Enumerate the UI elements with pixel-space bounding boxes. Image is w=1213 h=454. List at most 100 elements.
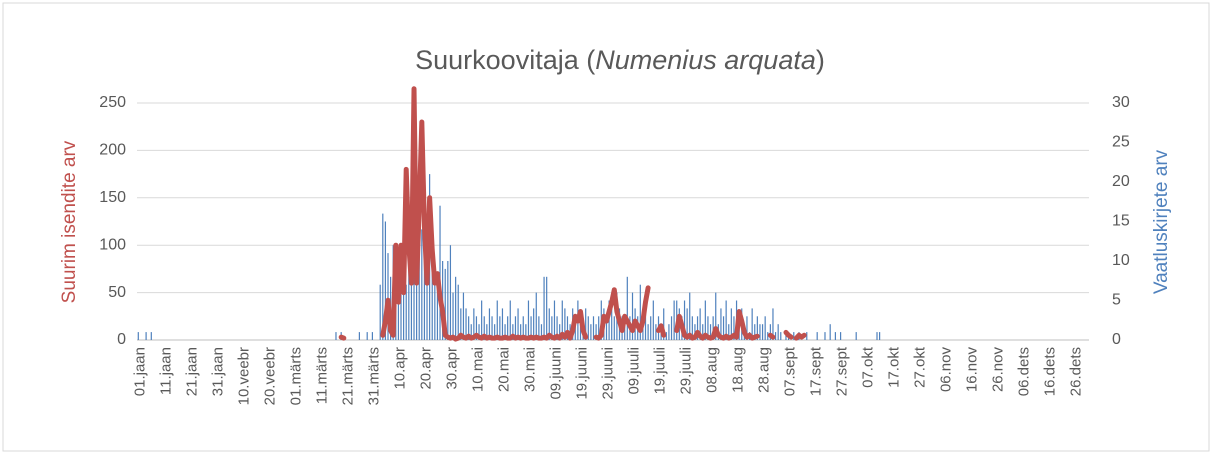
bar [382,213,384,340]
bar [769,324,771,340]
bar [416,237,418,340]
bar [652,300,654,340]
bar [585,308,587,340]
bar [839,332,842,340]
bar [486,324,488,340]
bar [150,332,152,340]
bar [371,332,373,340]
bar [647,324,649,340]
x-tick-label: 31.märts [365,347,382,405]
bar [553,300,556,340]
x-tick-label: 31.jaan [209,347,226,396]
bar [483,316,485,340]
bar [548,308,550,340]
bar [449,245,452,340]
title-part: Suurkoovitaja ( [415,45,595,75]
y-tick-label: 100 [99,236,126,253]
bar [587,316,589,340]
bar [436,276,439,340]
x-tick-label: 19.juuni [573,347,590,400]
bar [478,324,480,340]
bar [517,308,519,340]
bar [668,324,670,340]
y2-tick-label: 15 [1112,213,1130,230]
bar [431,245,433,340]
bar [639,284,641,340]
bar [764,316,766,340]
x-tick-label: 10.mai [469,347,486,392]
bar [501,308,504,340]
bar [530,316,532,340]
bar [709,324,712,340]
bar [722,316,725,340]
y2-tick-label: 0 [1112,331,1121,348]
y-tick-label: 150 [99,189,126,206]
bar [491,316,493,340]
y-tick-label: 250 [99,94,126,111]
bar [405,284,407,340]
x-tick-label: 18.aug [730,347,747,393]
x-tick-label: 17.okt [886,346,903,388]
bar [728,324,730,340]
bar [756,316,758,340]
x-tick-label: 07.sept [782,346,799,396]
x-tick-label: 19.juuli [651,347,668,395]
x-tick-label: 20.veebr [261,347,278,405]
x-tick-label: 26.nov [990,347,1007,393]
x-tick-label: 11.märts [313,347,330,404]
bar [754,324,756,340]
x-tick-label: 26.dets [1068,347,1085,396]
bar [595,324,597,340]
y-tick-label: 200 [99,142,126,159]
bar [455,276,457,340]
y2-tick-label: 10 [1112,252,1130,269]
bar [715,292,717,340]
bar [780,332,782,340]
bar [592,316,595,340]
bar [421,229,423,340]
x-tick-label: 09.juuni [547,347,564,400]
x-tick-label: 08.aug [704,347,721,393]
x-tick-label: 16.dets [1042,347,1059,396]
bar [538,316,540,340]
bar [650,316,652,340]
bar [816,332,818,340]
bar [774,332,777,340]
bar [689,292,691,340]
bar [673,300,675,340]
bar [543,276,545,340]
bar [725,300,727,340]
bar [507,316,509,340]
bar [546,276,548,340]
x-tick-label: 20.mai [495,347,512,392]
bar [434,268,436,340]
bar [475,316,478,340]
bar [834,332,836,340]
bar [514,316,517,340]
x-tick-label: 21.märts [339,347,356,405]
y2-tick-label: 30 [1112,94,1130,111]
y-tick-label: 50 [108,284,126,301]
bar [358,332,360,340]
bar [691,316,693,340]
bar [686,308,688,340]
x-tick-label: 30.apr [443,347,460,390]
bar [465,308,467,340]
y-axis-title: Suurim isendite arv [59,140,80,303]
bar [551,316,553,340]
bar [397,284,400,340]
bar [462,292,465,340]
bar [384,221,387,340]
bar [761,324,764,340]
bar [598,316,600,340]
x-tick-label: 27.sept [834,346,851,396]
bar [590,324,592,340]
x-tick-label: 28.aug [756,347,773,393]
x-tick-label: 29.juuni [599,347,616,400]
bar [488,308,491,340]
bar [670,316,673,340]
bar [520,324,522,340]
x-tick-label: 01.jaan [131,347,148,396]
bar [470,324,472,340]
